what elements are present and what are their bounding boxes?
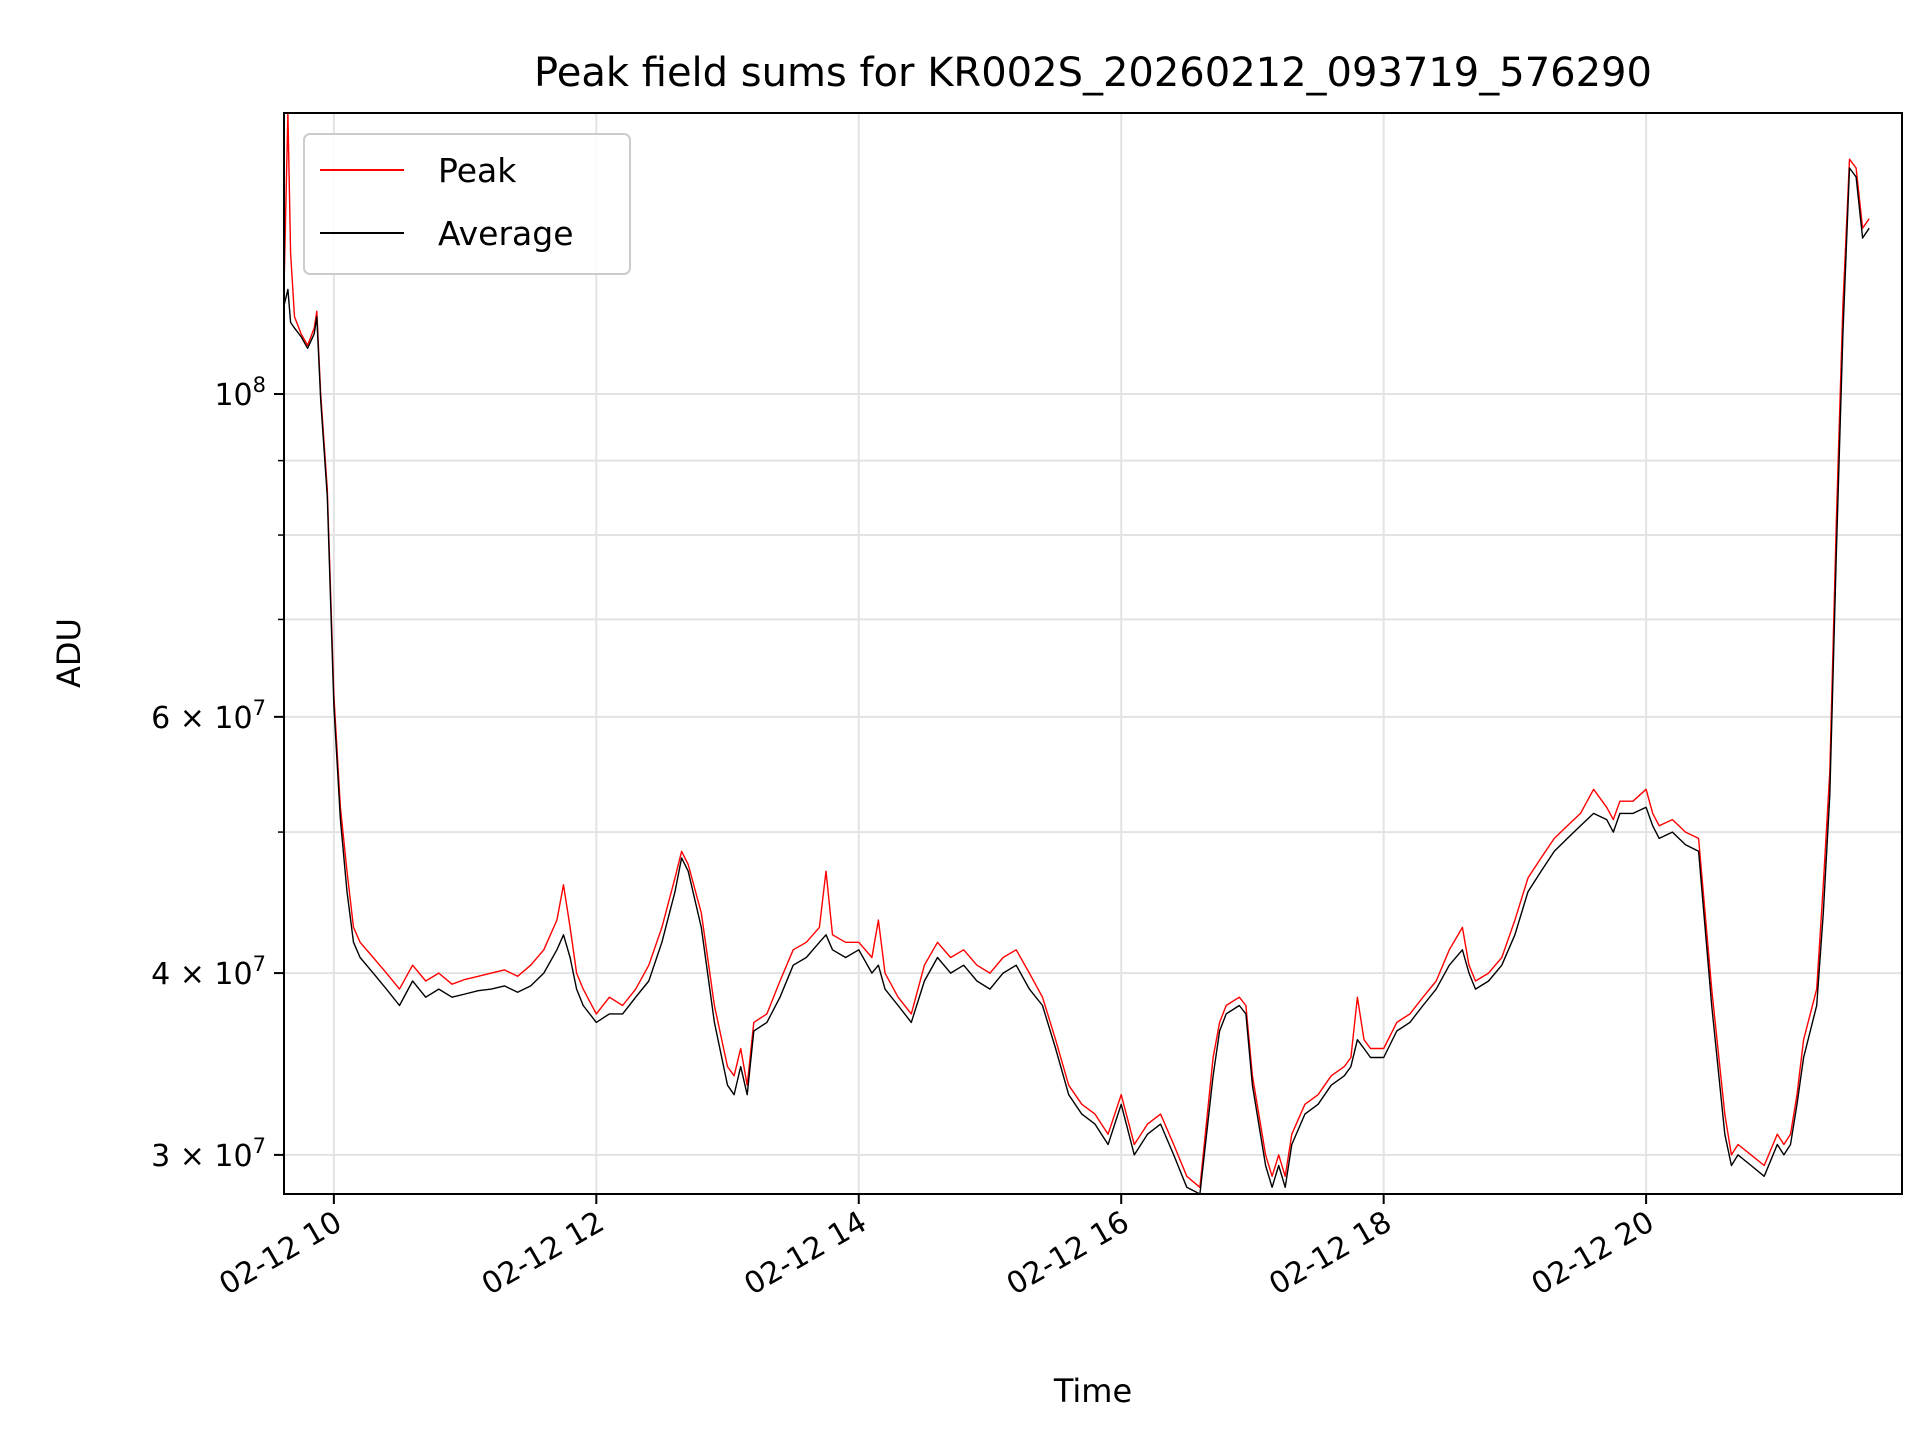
y-tick-label: 6 × 107 <box>151 696 266 736</box>
series-line-peak <box>283 112 1870 1189</box>
series-line-average <box>283 167 1870 1195</box>
legend: Peak Average <box>303 133 631 275</box>
legend-label-peak: Peak <box>438 151 517 190</box>
plot-frame <box>283 112 1903 1195</box>
series-layer <box>283 112 1870 1195</box>
legend-label-average: Average <box>438 214 574 253</box>
y-tick-label: 108 <box>214 373 266 413</box>
chart-title: Peak field sums for KR002S_20260212_0937… <box>534 50 1652 96</box>
y-tick-label: 4 × 107 <box>151 952 266 992</box>
x-axis-label: Time <box>1053 1372 1132 1410</box>
y-axis-label: ADU <box>50 618 88 688</box>
y-tick-label: 3 × 107 <box>151 1134 266 1174</box>
y-axis: 108 6 × 107 4 × 107 3 × 107 <box>151 373 284 1174</box>
